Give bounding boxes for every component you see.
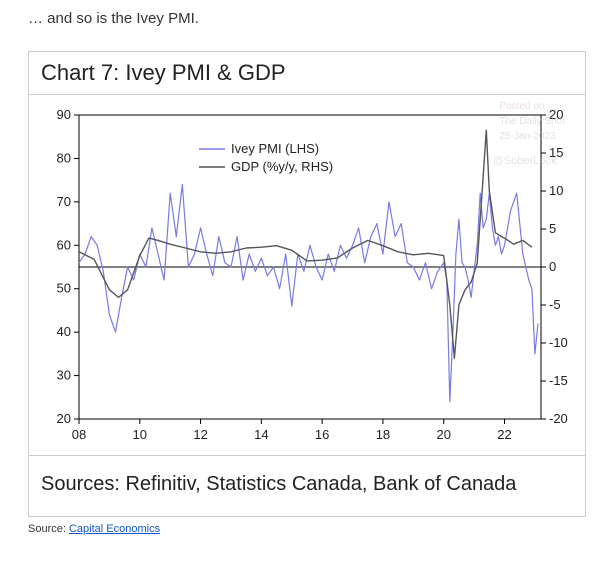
lead-text: … and so is the Ivey PMI.: [28, 10, 586, 27]
svg-text:0: 0: [549, 259, 556, 274]
svg-text:10: 10: [133, 427, 147, 442]
svg-text:18: 18: [376, 427, 390, 442]
svg-text:-5: -5: [549, 297, 561, 312]
svg-text:20: 20: [57, 411, 71, 426]
svg-text:-15: -15: [549, 373, 568, 388]
svg-text:15: 15: [549, 145, 563, 160]
chart-body: Posted on The Daily Shot 25-Jan-2023 @So…: [29, 95, 585, 456]
svg-text:22: 22: [497, 427, 511, 442]
svg-text:08: 08: [72, 427, 86, 442]
series-ivey-pmi: [79, 185, 538, 402]
svg-text:-20: -20: [549, 411, 568, 426]
svg-text:-10: -10: [549, 335, 568, 350]
svg-text:80: 80: [57, 150, 71, 165]
svg-text:GDP (%y/y, RHS): GDP (%y/y, RHS): [231, 159, 333, 174]
svg-text:60: 60: [57, 237, 71, 252]
svg-text:14: 14: [254, 427, 268, 442]
svg-text:20: 20: [549, 107, 563, 122]
svg-text:20: 20: [437, 427, 451, 442]
chart-title: Chart 7: Ivey PMI & GDP: [29, 52, 585, 95]
svg-text:90: 90: [57, 107, 71, 122]
source-link[interactable]: Capital Economics: [69, 523, 160, 535]
source-prefix: Source:: [28, 523, 69, 535]
svg-text:16: 16: [315, 427, 329, 442]
svg-text:40: 40: [57, 324, 71, 339]
svg-text:12: 12: [193, 427, 207, 442]
svg-text:30: 30: [57, 368, 71, 383]
svg-text:Ivey PMI (LHS): Ivey PMI (LHS): [231, 141, 319, 156]
chart-card: Chart 7: Ivey PMI & GDP Posted on The Da…: [28, 51, 586, 517]
chart-svg: 2030405060708090-20-15-10-50510152008101…: [29, 95, 585, 455]
svg-text:50: 50: [57, 281, 71, 296]
svg-text:10: 10: [549, 183, 563, 198]
svg-text:70: 70: [57, 194, 71, 209]
svg-text:5: 5: [549, 221, 556, 236]
source-footer: Source: Capital Economics: [28, 523, 586, 535]
sources-label: Sources: Refinitiv, Statistics Canada, B…: [29, 456, 585, 516]
